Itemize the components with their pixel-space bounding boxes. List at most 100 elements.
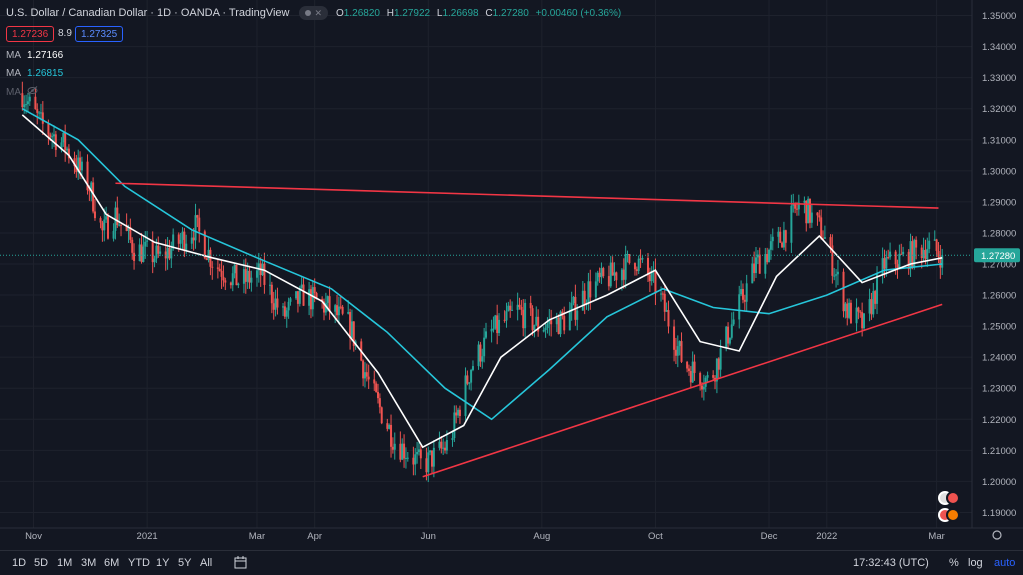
percent-toggle[interactable]: %	[949, 557, 959, 569]
buy-button[interactable]: 1.27325	[75, 26, 124, 42]
candle-body	[388, 424, 391, 429]
timeframe-6m[interactable]: 6M	[104, 557, 120, 569]
candle-body	[784, 230, 787, 243]
candle-body	[583, 290, 586, 305]
close-value: 1.27280	[492, 7, 529, 19]
candle-body	[88, 190, 91, 192]
candle-body	[431, 450, 433, 467]
candle-body	[429, 450, 432, 453]
event-icon[interactable]	[946, 508, 960, 522]
timeframe-1m[interactable]: 1M	[57, 557, 73, 569]
candle-body	[805, 200, 808, 224]
candle-body	[466, 375, 469, 384]
timeframe-3m[interactable]: 3M	[81, 557, 97, 569]
candle-body	[155, 245, 158, 259]
candle-body	[868, 299, 871, 314]
candle-body	[272, 303, 275, 310]
candle-body	[937, 250, 940, 257]
sell-button[interactable]: 1.27236	[6, 26, 55, 42]
candle-body	[131, 239, 134, 253]
timeframe-all[interactable]: All	[200, 557, 213, 569]
candle-body	[622, 269, 625, 280]
candle-body	[842, 271, 845, 312]
candle-body	[216, 267, 219, 269]
candle-body	[419, 449, 422, 459]
candle-body	[36, 109, 39, 113]
candle-body	[741, 289, 744, 300]
candle-body	[611, 262, 614, 276]
candle-body	[144, 241, 147, 247]
candle-body	[810, 212, 813, 223]
time-tick-label: Oct	[648, 531, 663, 542]
candle-body	[727, 326, 730, 344]
timeframe-5d[interactable]: 5D	[34, 557, 49, 569]
candle-body	[75, 166, 78, 173]
indicator-ma-hidden[interactable]: MA	[6, 86, 38, 98]
candle-body	[425, 458, 428, 473]
candle-body	[913, 239, 916, 267]
time-tick-label: 2021	[137, 531, 158, 542]
candle-body	[915, 239, 918, 248]
candle-body	[758, 254, 761, 274]
candle-body	[328, 296, 331, 312]
candle-body	[159, 251, 162, 254]
candle-body	[809, 198, 811, 223]
candle-body	[315, 293, 318, 300]
candle-body	[781, 242, 784, 248]
price-tick-label: 1.28000	[982, 228, 1016, 239]
candle-body	[680, 341, 683, 362]
candle-body	[451, 438, 454, 441]
candle-body	[442, 447, 445, 449]
candle-body	[889, 251, 892, 258]
candle-body	[503, 319, 506, 321]
candle-body	[263, 263, 266, 285]
candle-body	[492, 328, 495, 330]
price-tick-label: 1.35000	[982, 11, 1016, 22]
timeframe-ytd[interactable]: YTD	[128, 557, 150, 569]
candles	[21, 81, 944, 483]
candle-body	[440, 441, 443, 449]
candle-body	[172, 234, 175, 249]
price-axis[interactable]: 1.35000 1.34000 1.33000 1.32000 1.31000 1.300…	[971, 0, 1020, 528]
time-axis[interactable]: Nov 2021 Mar Apr Jun Aug Oct Dec 2022 Mar	[0, 527, 1023, 542]
candle-body	[537, 316, 540, 332]
candle-body	[911, 241, 914, 267]
timeframe-5y[interactable]: 5Y	[178, 557, 192, 569]
timeframe-1y[interactable]: 1Y	[156, 557, 170, 569]
candle-body	[300, 284, 303, 288]
candle-body	[509, 305, 512, 311]
candle-body	[699, 372, 702, 386]
candle-body	[650, 271, 653, 282]
candle-body	[587, 281, 590, 303]
candle-body	[596, 272, 599, 282]
date-range-icon[interactable]	[234, 556, 247, 572]
candle-body	[740, 289, 743, 295]
indicator-ma-slow[interactable]: MA 1.26815	[6, 68, 64, 79]
eye-off-icon[interactable]	[27, 86, 38, 98]
candle-body	[715, 358, 718, 382]
candle-body	[455, 412, 458, 416]
candle-body	[229, 282, 232, 286]
price-tick-label: 1.29000	[982, 197, 1016, 208]
visibility-toggle[interactable]: ✕	[299, 6, 329, 20]
candle-body	[39, 112, 42, 114]
auto-toggle[interactable]: auto	[994, 557, 1016, 569]
timeframe-1d[interactable]: 1D	[12, 557, 27, 569]
candle-body	[205, 258, 208, 261]
log-toggle[interactable]: log	[968, 557, 983, 569]
indicator-ma-fast[interactable]: MA 1.27166	[6, 50, 64, 61]
candle-body	[620, 269, 623, 281]
candle-body	[559, 311, 562, 335]
candle-body	[468, 382, 471, 384]
candle-body	[624, 254, 627, 280]
candle-body	[896, 264, 899, 268]
candle-body	[321, 299, 324, 302]
event-icon[interactable]	[946, 491, 960, 505]
candle-body	[120, 224, 123, 226]
candle-body	[874, 291, 877, 304]
symbol-title[interactable]: U.S. Dollar / Canadian Dollar · 1D · OAN…	[6, 7, 290, 19]
candle-body	[745, 283, 748, 302]
clock-time[interactable]: 17:32:43 (UTC)	[853, 557, 929, 569]
open-value: 1.26820	[343, 7, 380, 19]
